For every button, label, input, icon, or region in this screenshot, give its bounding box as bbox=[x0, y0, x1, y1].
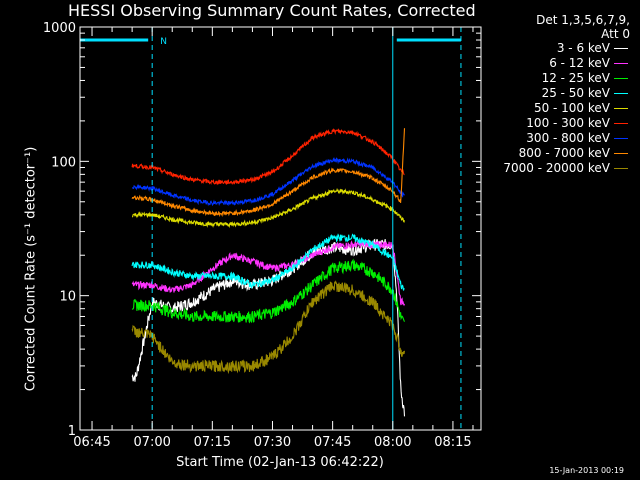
legend-swatch bbox=[614, 48, 628, 49]
legend-swatch bbox=[614, 153, 628, 154]
y-tick-label: 10 bbox=[59, 290, 76, 305]
series-line-7 bbox=[131, 128, 406, 218]
legend-item-label: 7000 - 20000 keV bbox=[503, 161, 610, 175]
legend-swatch bbox=[614, 63, 628, 64]
x-tick-label: 08:00 bbox=[374, 435, 411, 450]
legend-swatch bbox=[614, 93, 628, 94]
x-tick-label: 06:45 bbox=[73, 435, 110, 450]
legend-header-line-2: Att 0 bbox=[601, 27, 630, 41]
legend-item: 3 - 6 keV bbox=[484, 41, 630, 55]
legend-item-label: 100 - 300 keV bbox=[526, 116, 610, 130]
x-tick-label: 07:00 bbox=[133, 435, 170, 450]
x-tick-label: 07:30 bbox=[254, 435, 291, 450]
footer-timestamp: 15-Jan-2013 00:19 bbox=[549, 466, 624, 475]
legend-item: 300 - 800 keV bbox=[484, 131, 630, 145]
chart-title: HESSI Observing Summary Count Rates, Cor… bbox=[68, 1, 476, 20]
legend-item-label: 3 - 6 keV bbox=[556, 41, 610, 55]
legend-item-label: 6 - 12 keV bbox=[549, 56, 610, 70]
axes-layer: N 1 10 100 1000 06:45 07:00 07:15 07:30 07:45 08:0… bbox=[43, 21, 482, 450]
x-tick-label: 08:15 bbox=[434, 435, 471, 450]
legend-swatch bbox=[614, 168, 628, 169]
legend-item: 100 - 300 keV bbox=[484, 116, 630, 130]
series-line-2 bbox=[131, 258, 406, 324]
x-axis-label: Start Time (02-Jan-13 06:42:22) bbox=[176, 455, 384, 470]
series-line-5 bbox=[131, 128, 405, 186]
legend-swatch bbox=[614, 123, 628, 124]
legend-item: 25 - 50 keV bbox=[484, 86, 630, 100]
series-line-1 bbox=[131, 239, 406, 307]
legend-swatch bbox=[614, 78, 628, 79]
y-axis-label: Corrected Count Rate (s⁻¹ detector⁻¹) bbox=[23, 146, 39, 392]
legend-item-label: 300 - 800 keV bbox=[526, 131, 610, 145]
series-line-8 bbox=[131, 280, 406, 375]
x-tick-label: 07:15 bbox=[194, 435, 231, 450]
series-line-3 bbox=[131, 233, 405, 291]
legend-item-label: 25 - 50 keV bbox=[541, 86, 610, 100]
series-line-6 bbox=[131, 157, 405, 207]
legend-item: 7000 - 20000 keV bbox=[484, 161, 630, 175]
legend-item-label: 50 - 100 keV bbox=[533, 101, 610, 115]
plot-frame bbox=[79, 26, 482, 431]
legend-header-line-1: Det 1,3,5,6,7,9, bbox=[536, 13, 630, 27]
legend-item-label: 800 - 7000 keV bbox=[518, 146, 610, 160]
legend-item-label: 12 - 25 keV bbox=[541, 71, 610, 85]
legend-item: 800 - 7000 keV bbox=[484, 146, 630, 160]
y-tick-label: 1 bbox=[68, 424, 76, 439]
data-layer bbox=[131, 128, 406, 417]
y-tick-label: 1000 bbox=[43, 21, 76, 36]
legend-item: 6 - 12 keV bbox=[484, 56, 630, 70]
legend-swatch bbox=[614, 108, 628, 109]
x-tick-label: 07:45 bbox=[314, 435, 351, 450]
legend-swatch bbox=[614, 138, 628, 139]
series-line-4 bbox=[131, 187, 406, 229]
annotation-text-2: N bbox=[160, 37, 167, 47]
legend-item: 50 - 100 keV bbox=[484, 101, 630, 115]
y-tick-label: 100 bbox=[51, 155, 76, 170]
legend-item: 12 - 25 keV bbox=[484, 71, 630, 85]
